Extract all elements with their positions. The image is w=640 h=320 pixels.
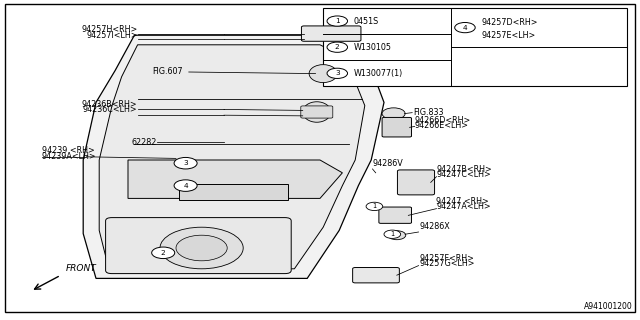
Text: 0451S: 0451S: [354, 17, 379, 26]
Text: 94236B<RH>: 94236B<RH>: [82, 100, 138, 109]
Polygon shape: [99, 45, 365, 269]
FancyBboxPatch shape: [397, 170, 435, 195]
Circle shape: [152, 247, 175, 259]
Text: 94257I<LH>: 94257I<LH>: [86, 31, 138, 40]
Text: 2: 2: [335, 44, 340, 50]
Text: 94257H<RH>: 94257H<RH>: [81, 25, 138, 34]
Circle shape: [327, 68, 348, 78]
Text: A941001200: A941001200: [584, 302, 632, 311]
Circle shape: [455, 22, 476, 33]
Polygon shape: [179, 184, 288, 200]
Circle shape: [327, 42, 348, 52]
Ellipse shape: [303, 102, 331, 122]
Text: 94239 <RH>: 94239 <RH>: [42, 146, 94, 155]
Text: 94257F<RH>: 94257F<RH>: [419, 254, 474, 263]
Circle shape: [174, 157, 197, 169]
FancyBboxPatch shape: [382, 117, 412, 137]
FancyBboxPatch shape: [106, 218, 291, 274]
FancyBboxPatch shape: [379, 207, 412, 223]
Text: W130077(1): W130077(1): [354, 69, 403, 78]
Text: 1: 1: [372, 204, 376, 209]
Circle shape: [174, 180, 197, 191]
Circle shape: [160, 227, 243, 269]
Text: 94257D<RH>: 94257D<RH>: [482, 18, 538, 27]
Polygon shape: [83, 35, 384, 278]
Ellipse shape: [309, 65, 337, 83]
Text: 94266D<RH>: 94266D<RH>: [415, 116, 471, 125]
FancyBboxPatch shape: [353, 268, 399, 283]
Text: 1: 1: [335, 18, 340, 24]
Text: 62282: 62282: [131, 138, 157, 147]
Text: FIG.607: FIG.607: [152, 68, 182, 76]
Circle shape: [366, 202, 383, 211]
Text: 4: 4: [463, 25, 467, 31]
Text: 3: 3: [183, 160, 188, 166]
Text: 94257G<LH>: 94257G<LH>: [419, 259, 475, 268]
Bar: [323, 8, 627, 86]
Text: W130105: W130105: [354, 43, 392, 52]
Circle shape: [176, 235, 227, 261]
Text: 3: 3: [335, 70, 340, 76]
Circle shape: [382, 108, 405, 119]
Circle shape: [388, 231, 406, 240]
Text: 94286V: 94286V: [372, 159, 403, 168]
Text: 1: 1: [390, 231, 394, 237]
Text: FRONT: FRONT: [66, 264, 97, 273]
FancyBboxPatch shape: [301, 26, 361, 41]
Polygon shape: [128, 160, 342, 198]
Text: 4: 4: [183, 183, 188, 188]
Text: 94247B<RH>: 94247B<RH>: [436, 165, 492, 174]
FancyBboxPatch shape: [301, 106, 333, 118]
Text: 94266E<LH>: 94266E<LH>: [415, 121, 468, 130]
Text: 94247A<LH>: 94247A<LH>: [436, 202, 491, 211]
Text: 94236C<LH>: 94236C<LH>: [83, 105, 138, 114]
Text: FIG.833: FIG.833: [413, 108, 444, 117]
Text: 94239A<LH>: 94239A<LH>: [42, 152, 96, 161]
Text: 94286X: 94286X: [419, 222, 450, 231]
Text: 94247 <RH>: 94247 <RH>: [436, 197, 489, 206]
Text: 94257E<LH>: 94257E<LH>: [482, 31, 536, 40]
Circle shape: [327, 16, 348, 26]
Text: 94247C<LH>: 94247C<LH>: [436, 170, 492, 179]
Circle shape: [384, 230, 401, 238]
Text: 2: 2: [161, 250, 166, 256]
